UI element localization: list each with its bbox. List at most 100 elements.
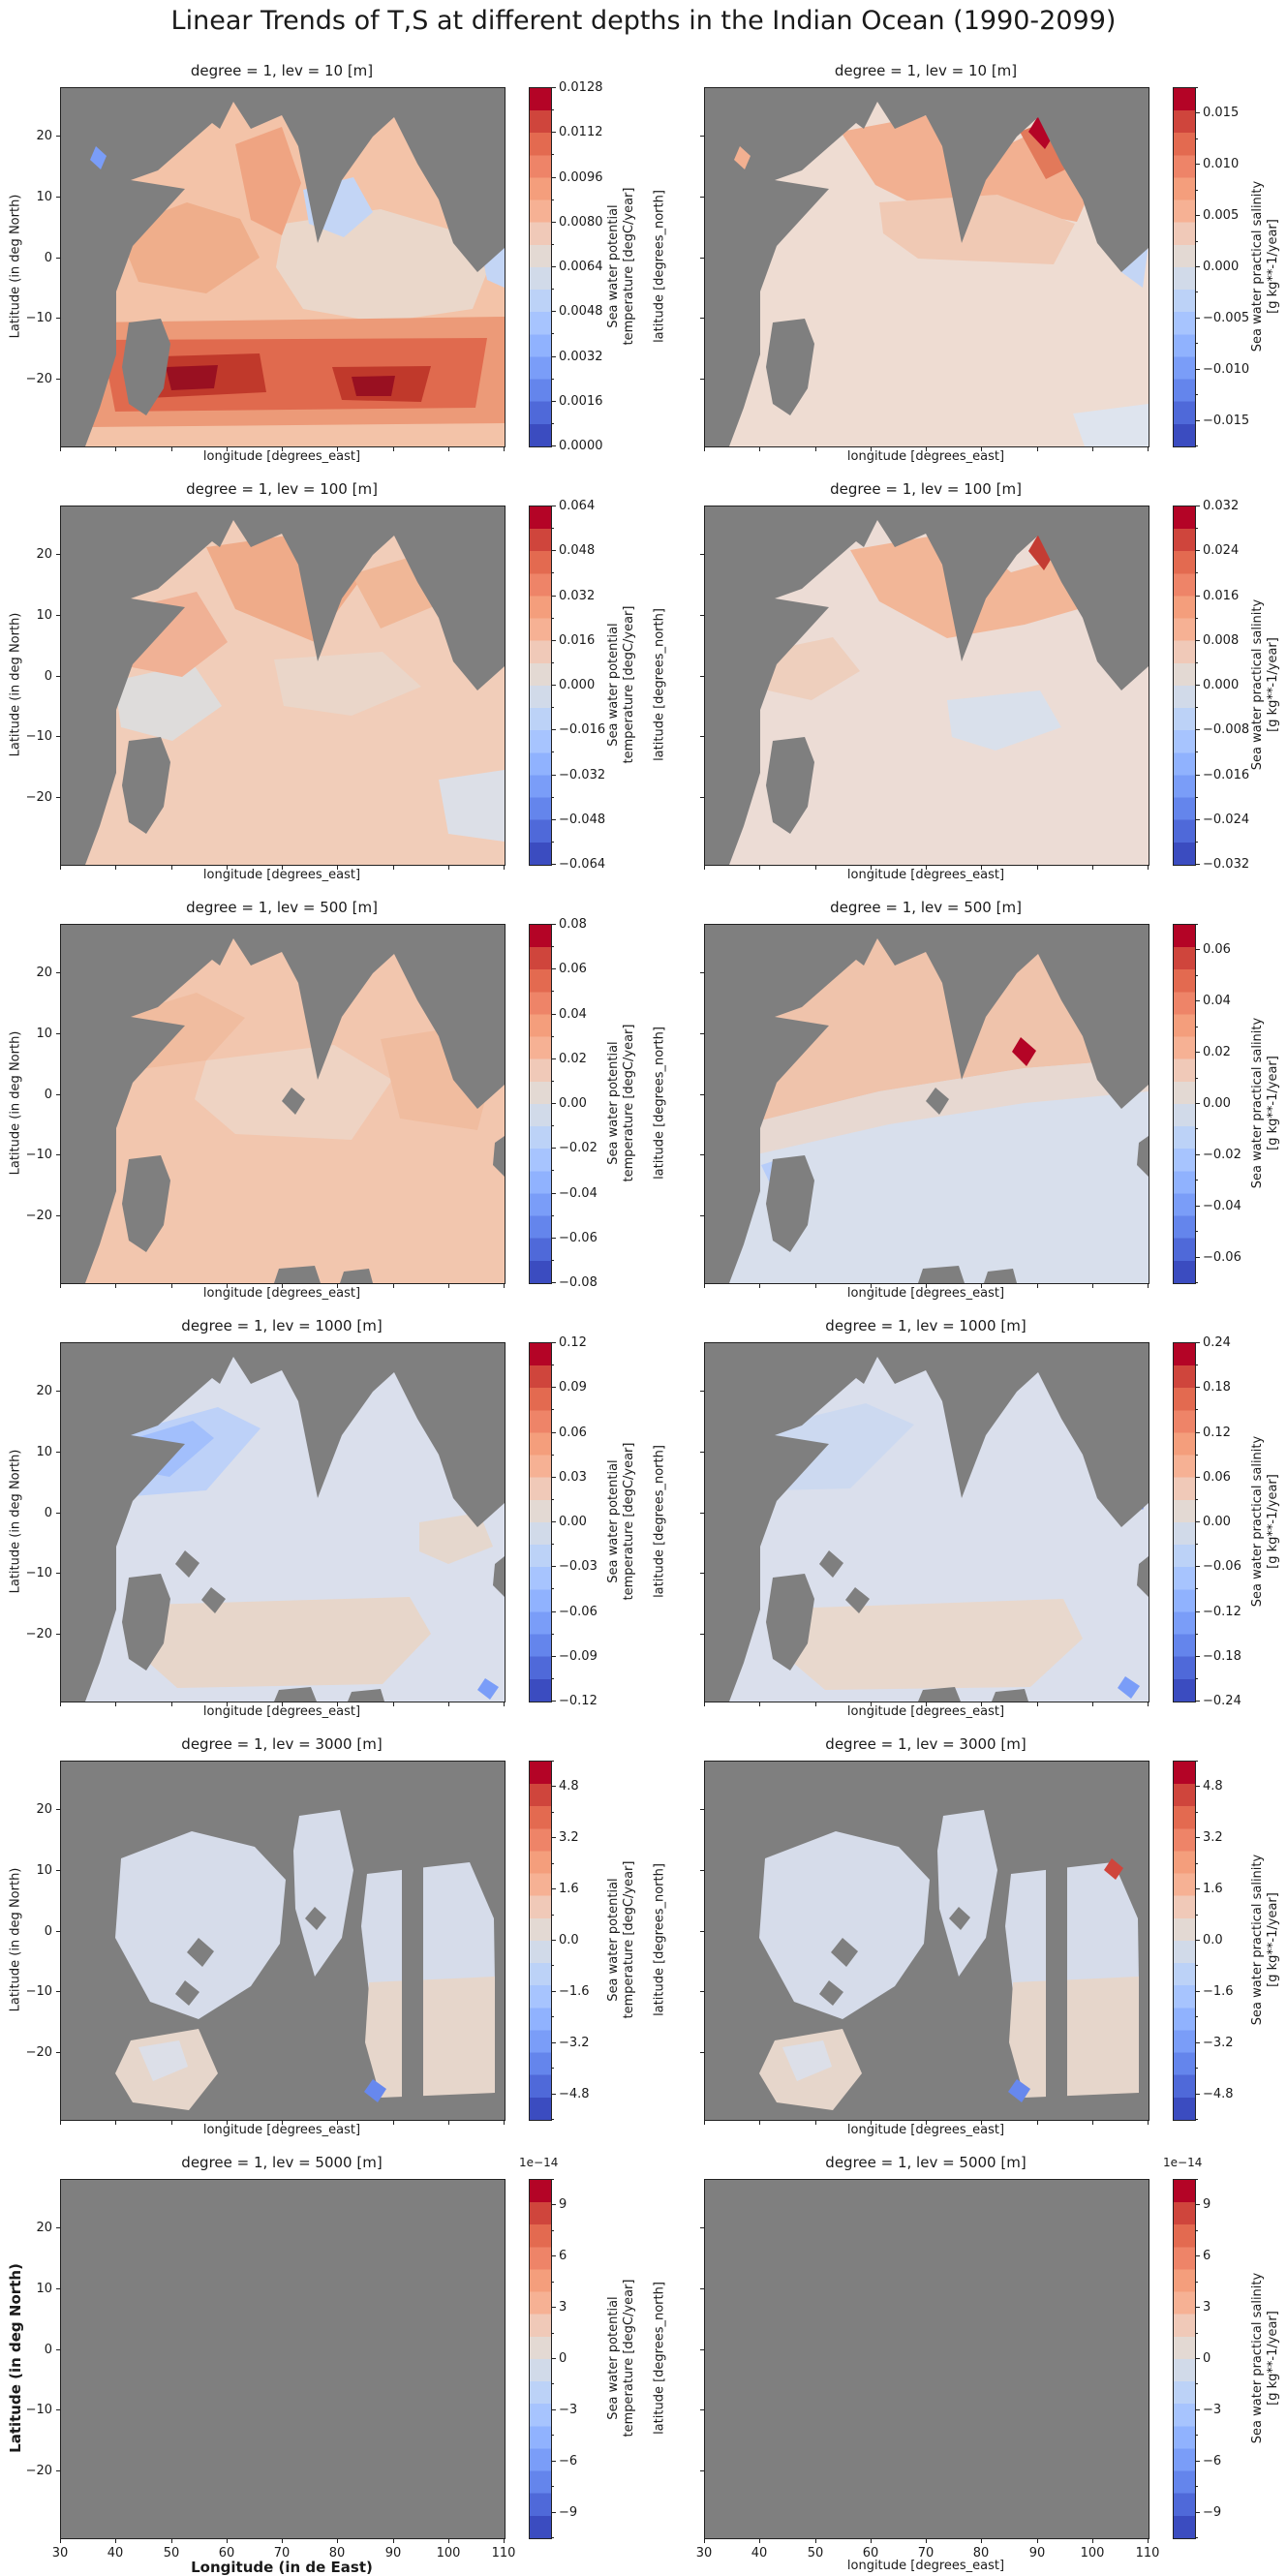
x-tick: [337, 1702, 338, 1706]
x-axis-label: longitude [degrees_east]: [846, 868, 1005, 882]
colorbar-minor-tick: [1195, 841, 1198, 843]
colorbar-tick: [551, 2307, 556, 2309]
colorbar-tick-label: 9: [559, 2197, 567, 2213]
y-tick: [700, 1573, 704, 1574]
x-axis-label: longitude [degrees_east]: [846, 1286, 1005, 1301]
colorbar-tick: [551, 1940, 556, 1941]
x-tick: [1148, 2121, 1149, 2125]
x-tick: [60, 866, 61, 870]
colorbar-tick-label: 0.064: [559, 499, 596, 513]
x-tick: [393, 2121, 394, 2125]
x-tick: [981, 2539, 982, 2543]
x-tick-label: 110: [1135, 2546, 1160, 2561]
colorbar-tick-label: 0.00: [559, 1515, 587, 1529]
y-tick: [700, 136, 704, 137]
colorbar-tick: [551, 1610, 556, 1612]
y-tick-label: 10: [36, 190, 52, 204]
x-tick: [227, 447, 228, 451]
x-tick-label: 50: [807, 2546, 824, 2561]
map-temperature-10m: [60, 87, 506, 447]
subplot-title: degree = 1, lev = 10 [m]: [190, 62, 374, 79]
colorbar-tick-label: 0.08: [559, 917, 587, 932]
y-axis-label: latitude [degrees_north]: [652, 1863, 667, 2016]
colorbar-label: Sea water practical salinity [g kg**-1/ye…: [1250, 501, 1281, 869]
x-tick-label: 50: [163, 2546, 180, 2561]
x-tick: [60, 447, 61, 451]
y-tick-label: 0: [44, 251, 52, 265]
colorbar-temperature-5000m: [529, 2179, 552, 2539]
colorbar-tick-label: 0.008: [1203, 632, 1240, 648]
colorbar-tick: [1195, 1205, 1200, 1207]
x-tick: [815, 1702, 816, 1706]
colorbar-label: Sea water potential temperature [degC/yea…: [606, 2174, 637, 2542]
colorbar-minor-tick: [1195, 1811, 1198, 1813]
colorbar-minor-tick: [1195, 2486, 1198, 2488]
colorbar-tick: [551, 266, 556, 267]
colorbar-label-line1: Sea water potential: [606, 1459, 621, 1583]
colorbar-tick-label: −4.8: [559, 2086, 590, 2101]
colorbar-minor-tick: [551, 1259, 554, 1261]
colorbar-salinity-3000m: [1173, 1761, 1196, 2121]
y-tick: [56, 1991, 60, 1992]
x-tick: [448, 447, 449, 451]
x-tick: [1037, 2539, 1038, 2543]
colorbar-tick-label: 3.2: [559, 1830, 579, 1846]
y-tick-label: 20: [36, 129, 52, 143]
colorbar-minor-tick: [551, 289, 554, 291]
colorbar-tick: [551, 1387, 556, 1389]
x-tick: [504, 2121, 505, 2125]
y-tick: [700, 2409, 704, 2410]
map-salinity-1000m: [704, 1342, 1149, 1702]
map-svg: [61, 2180, 505, 2538]
colorbar-tick: [551, 1237, 556, 1239]
x-tick: [448, 1702, 449, 1706]
map-temperature-5000m: [60, 2179, 506, 2539]
x-axis-label: longitude [degrees_east]: [202, 868, 361, 882]
x-tick: [227, 866, 228, 870]
colorbar-tick: [1195, 2358, 1200, 2359]
y-tick-label: −20: [25, 2464, 52, 2478]
colorbar-tick: [551, 1990, 556, 1992]
colorbar-tick-label: 0.0080: [559, 214, 603, 230]
colorbar-label: Sea water potential temperature [degC/yea…: [606, 82, 637, 450]
y-tick-label: 0: [44, 1506, 52, 1520]
colorbar-tick-label: 0.06: [1203, 1469, 1231, 1485]
colorbar-tick-label: −0.18: [1203, 1648, 1241, 1664]
map-svg: [705, 2180, 1149, 2538]
y-tick-label: −20: [25, 790, 52, 805]
colorbar-salinity-500m: [1173, 924, 1196, 1284]
colorbar-tick-label: 0.032: [559, 588, 596, 603]
colorbar-salinity-5000m: [1173, 2179, 1196, 2539]
x-tick: [282, 1284, 283, 1288]
x-tick: [393, 866, 394, 870]
y-tick: [56, 136, 60, 137]
colorbar-minor-tick: [1195, 189, 1198, 191]
x-tick-label: 40: [107, 2546, 124, 2561]
x-tick: [1092, 2121, 1093, 2125]
colorbar-tick: [551, 1431, 556, 1433]
x-tick: [337, 2539, 338, 2543]
y-tick: [56, 1033, 60, 1034]
colorbar-minor-tick: [551, 2016, 554, 2018]
colorbar-minor-tick: [1195, 1180, 1198, 1181]
colorbar-tick-label: 0.09: [559, 1380, 587, 1395]
x-tick: [759, 2121, 760, 2125]
colorbar-minor-tick: [1195, 291, 1198, 293]
colorbar-minor-tick: [551, 1454, 554, 1456]
colorbar-tick-label: −0.06: [559, 1604, 598, 1619]
x-axis-label: Longitude (in de East): [191, 2559, 373, 2576]
colorbar-tick-label: −0.032: [559, 767, 606, 782]
colorbar-tick: [551, 2041, 556, 2043]
colorbar-tick: [1195, 685, 1200, 686]
colorbar-minor-tick: [551, 2537, 554, 2538]
x-tick: [115, 1702, 116, 1706]
colorbar-tick-label: 0.0000: [559, 439, 603, 453]
colorbar-tick-label: 0.0: [559, 1933, 579, 1947]
colorbar-label: Sea water practical salinity [g kg**-1/ye…: [1250, 1337, 1281, 1705]
x-tick: [871, 866, 872, 870]
colorbar-tick: [1195, 1701, 1200, 1702]
colorbar-tick-label: −9: [559, 2504, 578, 2520]
colorbar-tick-label: 3: [559, 2300, 567, 2315]
colorbar-tick: [1195, 419, 1200, 421]
x-axis-label: longitude [degrees_east]: [202, 449, 361, 464]
